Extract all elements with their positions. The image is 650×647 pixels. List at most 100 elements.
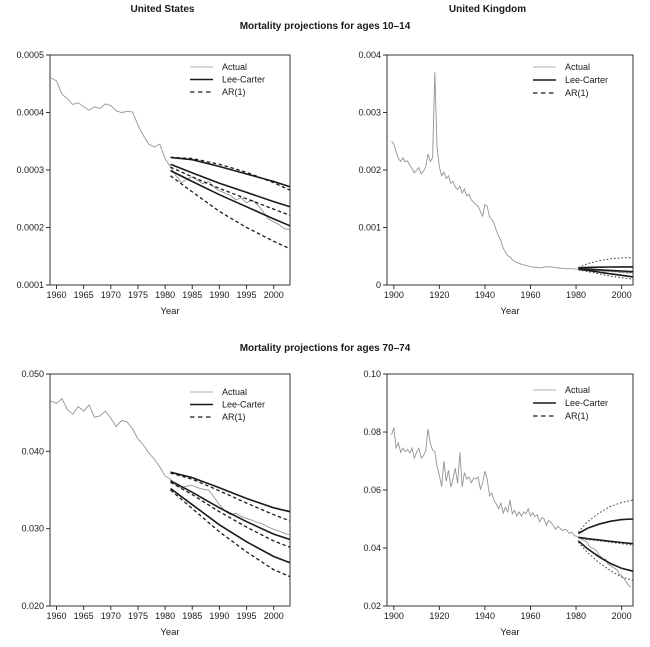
y-tick-label: 0.10 bbox=[363, 369, 381, 379]
y-tick-label: 0.001 bbox=[358, 223, 381, 233]
x-tick-label: 1980 bbox=[566, 611, 586, 621]
series-ar1-lower bbox=[577, 541, 634, 581]
section-title-ages-70-74: Mortality projections for ages 70–74 bbox=[239, 343, 411, 354]
series-lee-carter-mean bbox=[578, 536, 634, 545]
series-actual bbox=[50, 397, 291, 536]
x-axis-label: Year bbox=[500, 306, 519, 317]
legend-item-label: Actual bbox=[565, 62, 590, 72]
y-tick-label: 0 bbox=[376, 280, 381, 290]
x-tick-label: 2000 bbox=[612, 611, 632, 621]
x-tick-label: 2000 bbox=[264, 290, 284, 300]
legend-item-label: AR(1) bbox=[222, 87, 246, 97]
x-tick-label: 1985 bbox=[182, 611, 202, 621]
series-ar1-lower bbox=[170, 489, 291, 578]
x-tick-label: 1960 bbox=[520, 290, 540, 300]
x-tick-label: 2000 bbox=[612, 290, 632, 300]
y-tick-label: 0.02 bbox=[363, 601, 381, 611]
x-tick-label: 1995 bbox=[237, 611, 257, 621]
x-tick-label: 1980 bbox=[155, 290, 175, 300]
y-tick-label: 0.004 bbox=[358, 50, 381, 60]
series-ar1-upper bbox=[578, 257, 634, 268]
y-tick-label: 0.0003 bbox=[16, 165, 44, 175]
x-tick-label: 1985 bbox=[182, 290, 202, 300]
legend-item-label: Actual bbox=[222, 62, 247, 72]
x-tick-label: 2000 bbox=[264, 611, 284, 621]
y-tick-label: 0.020 bbox=[21, 601, 44, 611]
series-ar1-upper bbox=[170, 156, 291, 191]
y-tick-label: 0.040 bbox=[21, 446, 44, 456]
series-ar1-lower bbox=[170, 175, 291, 250]
column-title-united-kingdom: United Kingdom bbox=[448, 4, 527, 15]
x-tick-label: 1900 bbox=[384, 290, 404, 300]
x-tick-label: 1940 bbox=[475, 290, 495, 300]
x-tick-label: 1965 bbox=[74, 611, 94, 621]
x-tick-label: 1975 bbox=[128, 611, 148, 621]
plot-frame bbox=[386, 373, 634, 607]
x-tick-label: 1900 bbox=[384, 611, 404, 621]
y-tick-label: 0.08 bbox=[363, 427, 381, 437]
x-tick-label: 1920 bbox=[429, 290, 449, 300]
y-tick-label: 0.0002 bbox=[16, 223, 44, 233]
y-tick-label: 0.0005 bbox=[16, 50, 44, 60]
y-tick-label: 0.04 bbox=[363, 543, 381, 553]
series-lee-carter-lower bbox=[577, 540, 634, 572]
series-ar1-mean bbox=[170, 481, 291, 548]
x-tick-label: 1960 bbox=[520, 611, 540, 621]
x-tick-label: 1990 bbox=[209, 290, 229, 300]
series-lee-carter-mean bbox=[170, 479, 291, 541]
series-lee-carter-upper bbox=[170, 471, 291, 513]
series-ar1-upper bbox=[577, 499, 634, 533]
legend-item-label: Lee-Carter bbox=[222, 400, 265, 410]
x-tick-label: 1970 bbox=[101, 611, 121, 621]
y-tick-label: 0.0004 bbox=[16, 108, 44, 118]
legend-item-label: Lee-Carter bbox=[222, 75, 265, 85]
x-axis-label: Year bbox=[160, 306, 179, 317]
plot-frame bbox=[49, 373, 291, 607]
chart-uk-ages-70-74: 1900 1920 1940 1960 1980 2000 0.02 0.04 0.06 0.08… bbox=[363, 369, 634, 638]
plot-frame bbox=[49, 54, 291, 286]
series-ar1-mean bbox=[170, 166, 291, 217]
column-title-united-states: United States bbox=[130, 4, 195, 15]
series-ar1-mean bbox=[578, 537, 634, 546]
series-ar1-mean bbox=[578, 268, 634, 274]
series-actual bbox=[50, 77, 291, 231]
y-tick-label: 0.0001 bbox=[16, 280, 44, 290]
series-lee-carter-mean bbox=[170, 163, 291, 208]
x-axis-label: Year bbox=[500, 627, 519, 638]
series-lee-carter-upper bbox=[578, 266, 633, 269]
chart-uk-ages-10-14: 1900 1920 1940 1960 1980 2000 0 0.001 0.002 0.003… bbox=[358, 50, 634, 317]
x-tick-label: 1975 bbox=[128, 290, 148, 300]
legend-item-label: Actual bbox=[222, 387, 247, 397]
series-lee-carter-lower bbox=[578, 268, 634, 278]
y-tick-label: 0.003 bbox=[358, 108, 381, 118]
series-actual bbox=[391, 427, 631, 588]
x-tick-label: 1995 bbox=[237, 290, 257, 300]
chart-us-ages-70-74: 1960 1965 1970 1975 1980 1985 1990 1995 2000 0.02… bbox=[21, 369, 291, 638]
y-tick-label: 0.050 bbox=[21, 369, 44, 379]
legend-item-label: AR(1) bbox=[565, 411, 589, 421]
x-tick-label: 1970 bbox=[101, 290, 121, 300]
series-lee-carter-upper bbox=[170, 156, 291, 188]
series-lee-carter-lower bbox=[170, 487, 291, 564]
legend-item-label: Lee-Carter bbox=[565, 398, 608, 408]
section-title-ages-10-14: Mortality projections for ages 10–14 bbox=[239, 21, 411, 32]
series-actual bbox=[391, 72, 631, 274]
x-tick-label: 1980 bbox=[155, 611, 175, 621]
x-axis-label: Year bbox=[160, 627, 179, 638]
series-ar1-upper bbox=[170, 472, 291, 522]
x-tick-label: 1920 bbox=[429, 611, 449, 621]
series-ar1-lower bbox=[578, 269, 634, 280]
series-lee-carter-upper bbox=[577, 518, 634, 535]
y-tick-label: 0.06 bbox=[363, 485, 381, 495]
x-tick-label: 1965 bbox=[74, 290, 94, 300]
legend-item-label: AR(1) bbox=[565, 88, 589, 98]
legend-item-label: AR(1) bbox=[222, 412, 246, 422]
x-tick-label: 1990 bbox=[209, 611, 229, 621]
y-tick-label: 0.002 bbox=[358, 165, 381, 175]
legend-item-label: Actual bbox=[565, 385, 590, 395]
chart-us-ages-10-14: 1960 1965 1970 1975 1980 1985 1990 1995 2000 0.00… bbox=[16, 50, 291, 317]
series-lee-carter-lower bbox=[170, 169, 291, 227]
x-tick-label: 1960 bbox=[47, 611, 67, 621]
x-tick-label: 1940 bbox=[475, 611, 495, 621]
